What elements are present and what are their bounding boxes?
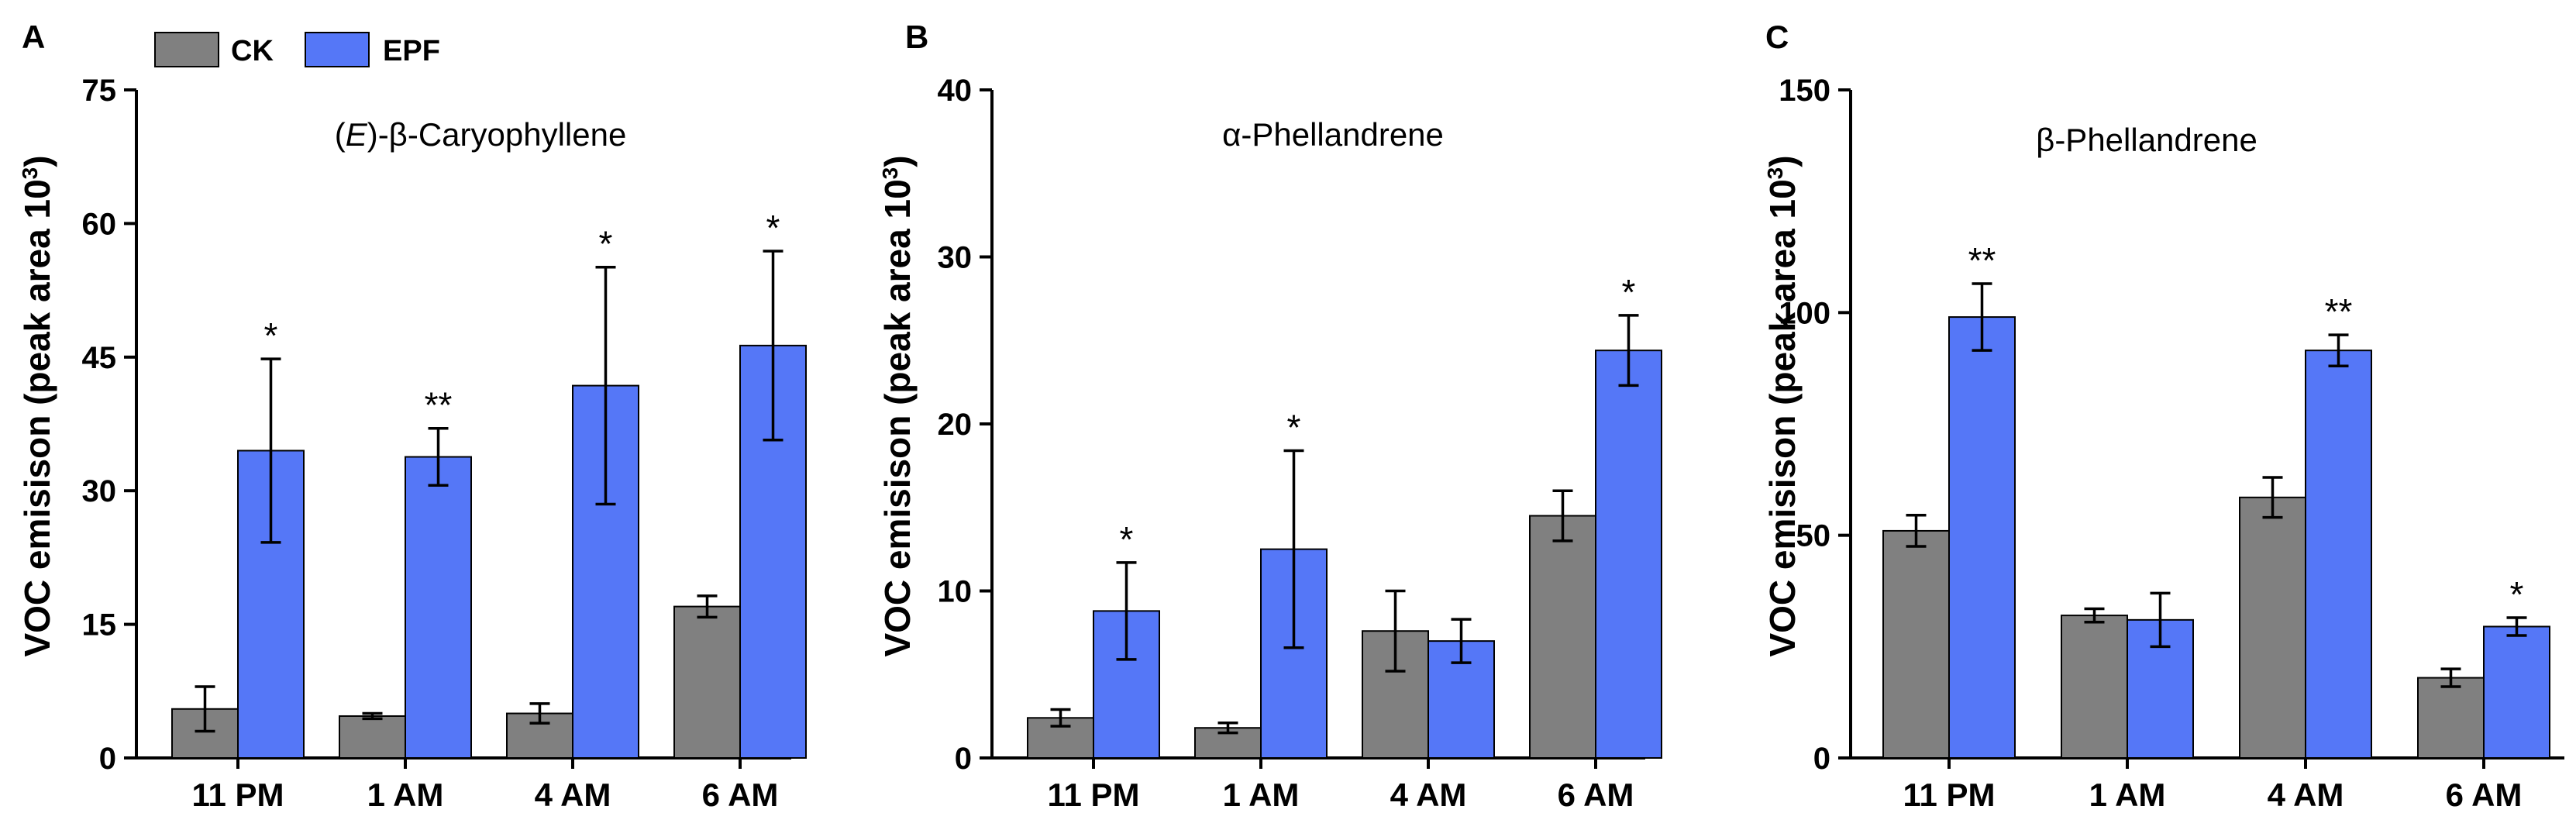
x-tick-label-b-2: 4 AM [1390, 777, 1467, 813]
bar-c-ck-1 [2061, 615, 2128, 760]
x-tick-label-a-0: 11 PM [191, 777, 284, 813]
bar-c-ck-3 [2417, 677, 2485, 759]
x-tick-label-a-2: 4 AM [535, 777, 611, 813]
y-tick-label-a-1: 15 [82, 608, 117, 642]
panel-c: C β-Phellandrene VOC emisison (peak area… [1762, 19, 2564, 813]
chart-title-a: (E)-β-Caryophyllene [335, 116, 627, 153]
bar-b-epf-3 [1595, 350, 1662, 759]
significance-a-3: * [766, 208, 780, 248]
legend: CK EPF [154, 32, 440, 67]
significance-c-0: ** [1968, 240, 1996, 281]
y-tick-label-c-2: 100 [1779, 296, 1830, 330]
bar-a-ck-1 [339, 715, 406, 759]
y-axis-label-b: VOC emisison (peak area 103) [877, 155, 918, 656]
y-axis-label-b-close: ) [877, 155, 918, 167]
bar-c-ck-0 [1882, 529, 1950, 759]
y-axis-label-c-close: ) [1762, 155, 1803, 167]
significance-b-3: * [1622, 272, 1636, 312]
bar-a-epf-1 [405, 456, 472, 759]
y-tick-label-a-0: 0 [99, 742, 116, 776]
y-tick-label-b-2: 20 [938, 408, 973, 442]
chart-title-a-italic: E [346, 116, 368, 153]
bar-b-ck-3 [1529, 515, 1596, 760]
y-axis-label-c-text: VOC emisison (peak area 10 [1762, 179, 1803, 656]
x-tick-label-a-1: 1 AM [367, 777, 444, 813]
chart-title-c: β-Phellandrene [2036, 122, 2257, 158]
x-tick-label-c-1: 1 AM [2089, 777, 2166, 813]
chart-title-a-rest: )-β-Caryophyllene [367, 116, 627, 153]
y-tick-label-a-2: 30 [82, 474, 117, 508]
x-tick-label-b-3: 6 AM [1558, 777, 1634, 813]
panel-letter-a: A [22, 19, 45, 55]
panel-b: B α-Phellandrene VOC emisison (peak area… [877, 19, 1662, 813]
y-tick-label-c-0: 0 [1813, 742, 1830, 776]
significance-a-2: * [599, 224, 613, 264]
x-tick-label-c-0: 11 PM [1903, 777, 1995, 813]
y-tick-label-b-3: 30 [938, 241, 973, 275]
significance-a-1: ** [425, 385, 453, 425]
panel-letter-c: C [1765, 19, 1789, 55]
bar-c-epf-2 [2305, 350, 2372, 759]
significance-c-2: ** [2325, 291, 2353, 332]
significance-a-0: * [264, 315, 278, 356]
legend-swatch-ck [154, 32, 219, 67]
y-tick-label-a-5: 75 [82, 74, 117, 108]
y-axis-label-a-close: ) [17, 155, 57, 167]
y-tick-label-b-0: 0 [955, 742, 972, 776]
significance-b-0: * [1120, 519, 1134, 560]
x-tick-label-b-1: 1 AM [1223, 777, 1300, 813]
y-tick-label-c-3: 150 [1779, 74, 1830, 108]
y-axis-label-a-text: VOC emisison (peak area 10 [17, 179, 57, 656]
y-tick-label-b-4: 40 [938, 74, 973, 108]
y-axis-label-b-sup: 3 [878, 167, 902, 180]
significance-c-3: * [2510, 574, 2524, 615]
y-axis-label-a-sup: 3 [18, 167, 42, 180]
chart-title-b: α-Phellandrene [1222, 116, 1444, 153]
panel-letter-b: B [905, 19, 928, 55]
bar-c-ck-2 [2239, 496, 2306, 759]
legend-label-ck: CK [231, 35, 274, 67]
y-tick-label-a-4: 60 [82, 207, 117, 241]
y-tick-label-a-3: 45 [82, 341, 117, 375]
bar-c-epf-0 [1948, 316, 2016, 759]
y-tick-label-b-1: 10 [938, 575, 973, 609]
significance-b-1: * [1287, 407, 1301, 447]
y-tick-label-c-1: 50 [1796, 519, 1831, 553]
chart-title-a-open: ( [335, 116, 346, 153]
y-axis-label-c: VOC emisison (peak area 103) [1762, 155, 1803, 656]
y-axis-label-a: VOC emisison (peak area 103) [17, 155, 57, 656]
x-tick-label-b-0: 11 PM [1047, 777, 1139, 813]
y-axis-label-b-text: VOC emisison (peak area 10 [877, 179, 918, 656]
x-tick-label-c-3: 6 AM [2446, 777, 2523, 813]
panel-a: A (E)-β-Caryophyllene VOC emisison (peak… [17, 19, 807, 813]
legend-label-epf: EPF [383, 35, 440, 67]
bar-c-epf-3 [2483, 625, 2550, 759]
x-tick-label-a-3: 6 AM [702, 777, 779, 813]
y-axis-label-c-sup: 3 [1763, 167, 1787, 180]
bar-a-ck-2 [506, 712, 573, 759]
x-tick-label-c-2: 4 AM [2268, 777, 2344, 813]
legend-swatch-epf [305, 32, 370, 67]
bar-a-ck-3 [673, 605, 741, 760]
